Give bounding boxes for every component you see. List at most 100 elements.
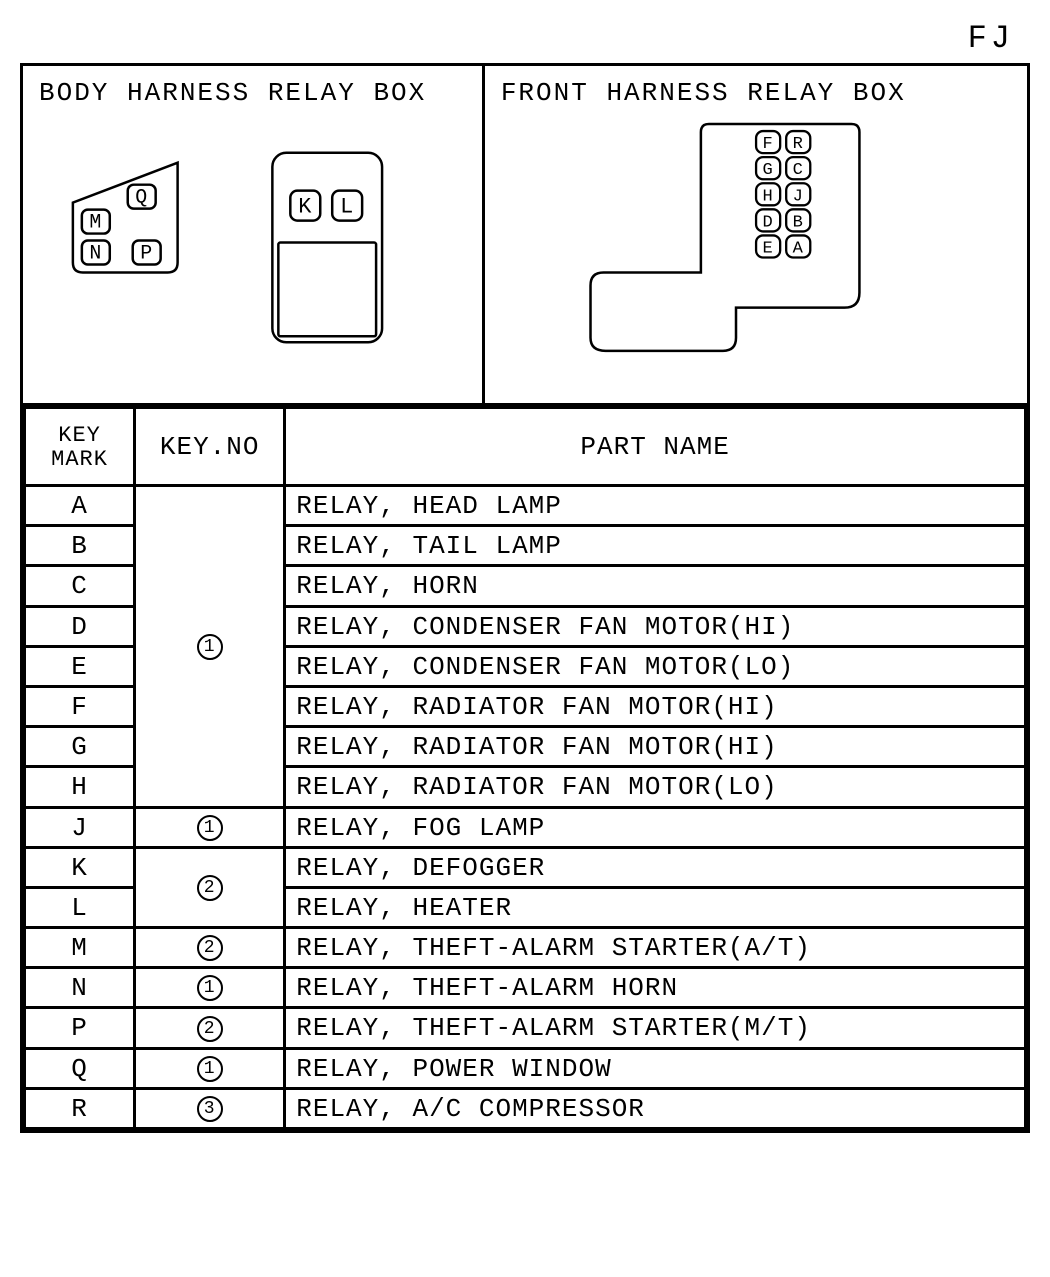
part-name-cell: RELAY, POWER WINDOW [285,1048,1026,1088]
key-mark-cell: C [25,566,135,606]
relay-box-label-m-icon: M [82,210,110,234]
svg-text:C: C [792,161,803,180]
key-mark-cell: B [25,526,135,566]
body-harness-title: BODY HARNESS RELAY BOX [39,78,466,108]
body-harness-box: BODY HARNESS RELAY BOX M Q [23,66,485,403]
circled-number-icon: 1 [197,975,223,1001]
part-name-cell: RELAY, DEFOGGER [285,847,1026,887]
table-row: A1RELAY, HEAD LAMP [25,486,1026,526]
table-row: Q 1 RELAY, POWER WINDOW [25,1048,1026,1088]
part-name-cell: RELAY, RADIATOR FAN MOTOR(HI) [285,727,1026,767]
front-harness-diagram: FRGCHJDBEA [485,112,1027,403]
circled-number-icon: 2 [197,875,223,901]
key-no-cell: 1 [135,1048,285,1088]
svg-text:E: E [762,239,773,258]
part-name-cell: RELAY, TAIL LAMP [285,526,1026,566]
header-key-mark: KEY MARK [25,408,135,486]
diagram-frame: BODY HARNESS RELAY BOX M Q [20,63,1030,1133]
relay-grid-label-b-icon: B [786,209,810,232]
relay-grid-label-r-icon: R [786,131,810,154]
key-no-cell: 1 [135,486,285,808]
svg-text:M: M [89,211,102,234]
key-no-cell: 3 [135,1088,285,1128]
table-row: K2RELAY, DEFOGGER [25,847,1026,887]
circled-number-icon: 1 [197,1056,223,1082]
relay-box-label-p-icon: P [133,241,161,265]
key-mark-cell: A [25,486,135,526]
relay-box-label-k-icon: K [290,191,320,221]
svg-text:A: A [792,239,803,258]
key-mark-cell: E [25,646,135,686]
relay-box-label-q-icon: Q [128,185,156,209]
table-row: R 3 RELAY, A/C COMPRESSOR [25,1088,1026,1128]
table-row: N 1 RELAY, THEFT-ALARM HORN [25,968,1026,1008]
relay-grid-label-e-icon: E [756,235,780,258]
relay-box-label-n-icon: N [82,241,110,265]
part-name-cell: RELAY, THEFT-ALARM STARTER(A/T) [285,928,1026,968]
key-no-cell: 1 [135,968,285,1008]
key-mark-cell: F [25,686,135,726]
table-row: J 1 RELAY, FOG LAMP [25,807,1026,847]
key-no-cell: 2 [135,847,285,927]
svg-text:Q: Q [135,186,148,209]
key-mark-cell: M [25,928,135,968]
svg-text:P: P [140,241,153,264]
key-mark-cell: P [25,1008,135,1048]
part-name-cell: RELAY, RADIATOR FAN MOTOR(HI) [285,686,1026,726]
part-name-cell: RELAY, HEATER [285,887,1026,927]
circled-number-icon: 1 [197,815,223,841]
svg-text:J: J [792,187,803,206]
part-name-cell: RELAY, FOG LAMP [285,807,1026,847]
circled-number-icon: 2 [197,935,223,961]
relay-grid-label-g-icon: G [756,157,780,180]
body-harness-diagram: M Q N P [23,112,482,403]
circled-number-icon: 1 [197,634,223,660]
key-mark-cell: H [25,767,135,807]
svg-text:B: B [792,213,803,232]
svg-text:H: H [762,187,773,206]
table-row: P 2 RELAY, THEFT-ALARM STARTER(M/T) [25,1008,1026,1048]
relay-grid-label-a-icon: A [786,235,810,258]
svg-text:G: G [762,161,773,180]
part-name-cell: RELAY, HORN [285,566,1026,606]
relay-grid-label-f-icon: F [756,131,780,154]
relay-grid-label-d-icon: D [756,209,780,232]
circled-number-icon: 2 [197,1016,223,1042]
parts-table: KEY MARK KEY.NO PART NAME A1RELAY, HEAD … [23,406,1027,1130]
key-mark-cell: J [25,807,135,847]
key-mark-cell: L [25,887,135,927]
relay-grid-label-c-icon: C [786,157,810,180]
table-row: M 2 RELAY, THEFT-ALARM STARTER(A/T) [25,928,1026,968]
svg-text:K: K [298,195,312,220]
relay-grid-label-j-icon: J [786,183,810,206]
relay-box-label-l-icon: L [332,191,362,221]
part-name-cell: RELAY, THEFT-ALARM HORN [285,968,1026,1008]
part-name-cell: RELAY, A/C COMPRESSOR [285,1088,1026,1128]
part-name-cell: RELAY, RADIATOR FAN MOTOR(LO) [285,767,1026,807]
circled-number-icon: 3 [197,1096,223,1122]
front-harness-title: FRONT HARNESS RELAY BOX [501,78,1011,108]
svg-text:L: L [340,195,354,220]
part-name-cell: RELAY, CONDENSER FAN MOTOR(HI) [285,606,1026,646]
part-name-cell: RELAY, HEAD LAMP [285,486,1026,526]
key-mark-cell: Q [25,1048,135,1088]
header-part-name: PART NAME [285,408,1026,486]
part-name-cell: RELAY, THEFT-ALARM STARTER(M/T) [285,1008,1026,1048]
svg-text:R: R [792,135,803,154]
relay-grid-label-h-icon: H [756,183,780,206]
key-mark-cell: R [25,1088,135,1128]
part-name-cell: RELAY, CONDENSER FAN MOTOR(LO) [285,646,1026,686]
header-key-no: KEY.NO [135,408,285,486]
svg-text:N: N [89,241,102,264]
key-mark-cell: G [25,727,135,767]
key-no-cell: 2 [135,928,285,968]
key-no-cell: 1 [135,807,285,847]
key-mark-cell: N [25,968,135,1008]
front-harness-box: FRONT HARNESS RELAY BOX FRGCHJDBEA [485,66,1027,403]
key-mark-cell: K [25,847,135,887]
svg-text:F: F [762,135,773,154]
key-no-cell: 2 [135,1008,285,1048]
svg-text:D: D [762,213,773,232]
page-corner-label: FJ [20,20,1030,57]
key-mark-cell: D [25,606,135,646]
